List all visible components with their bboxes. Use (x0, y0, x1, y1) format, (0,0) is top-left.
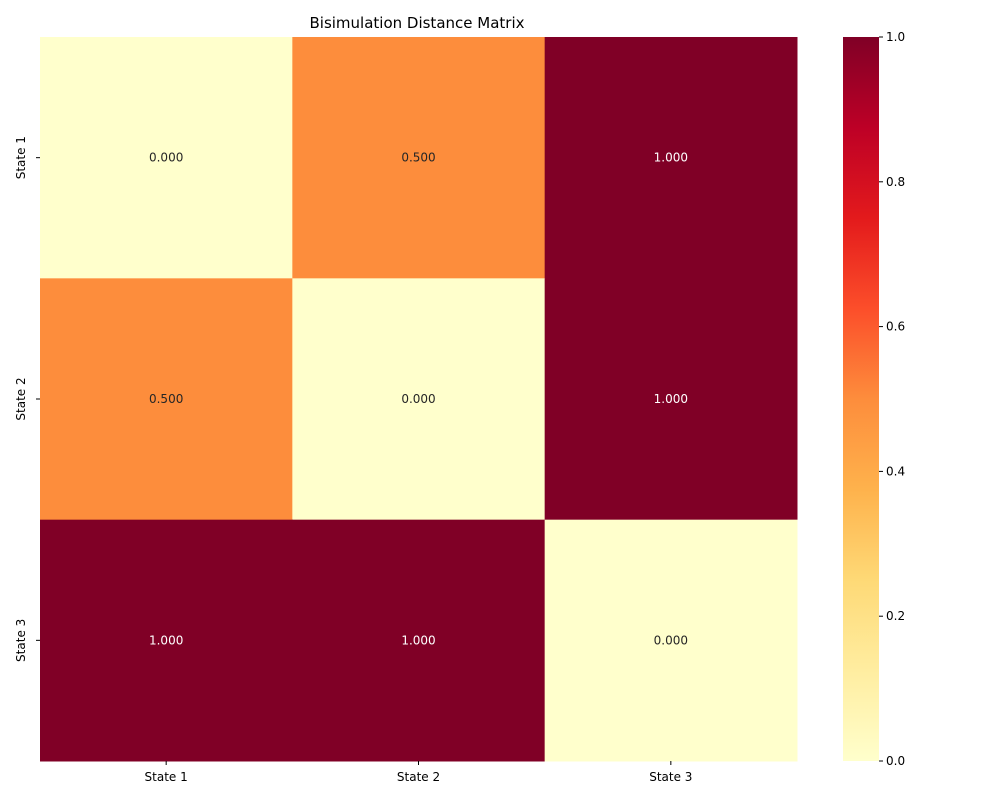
colorbar-tick-label: 1.0 (886, 30, 905, 44)
heatmap-cell (40, 278, 293, 521)
cell-value-label: 1.000 (654, 151, 688, 165)
cell-value-label: 0.000 (149, 151, 183, 165)
cell-value-label: 1.000 (654, 392, 688, 406)
colorbar-tick-label: 0.8 (886, 175, 905, 189)
heatmap-cell (544, 519, 798, 762)
cell-value-label: 1.000 (149, 633, 183, 647)
heatmap-cell (544, 278, 798, 521)
colorbar (843, 37, 879, 761)
x-tick-label: State 1 (145, 770, 188, 784)
chart-title: Bisimulation Distance Matrix (309, 14, 524, 32)
y-tick-label: State 2 (14, 377, 28, 420)
cell-value-label: 0.000 (401, 392, 435, 406)
y-tick-label: State 3 (14, 619, 28, 662)
heatmap-cell (40, 519, 293, 762)
x-tick-label: State 2 (397, 770, 440, 784)
x-tick-label: State 3 (649, 770, 692, 784)
heatmap-cells: 0.000 0.500 1.000 0.500 0.000 1.000 1.000 1.000… (40, 37, 798, 762)
heatmap-cell (292, 519, 546, 762)
cell-value-label: 0.500 (149, 392, 183, 406)
colorbar-tick-label: 0.0 (886, 754, 905, 768)
colorbar-tick-label: 0.2 (886, 609, 905, 623)
cell-value-label: 0.500 (401, 151, 435, 165)
heatmap-cell (292, 278, 546, 521)
cell-value-label: 1.000 (401, 633, 435, 647)
heatmap-cell (544, 37, 798, 279)
x-axis: State 1 State 2 State 3 (145, 761, 692, 784)
heatmap-cell (40, 37, 293, 279)
colorbar-axis: 0.0 0.2 0.4 0.6 0.8 1.0 (879, 30, 905, 768)
cell-value-label: 0.000 (654, 633, 688, 647)
y-axis: State 1 State 2 State 3 (14, 136, 40, 662)
colorbar-tick-label: 0.4 (886, 464, 905, 478)
colorbar-tick-label: 0.6 (886, 320, 905, 334)
y-tick-label: State 1 (14, 136, 28, 179)
heatmap-cell (292, 37, 546, 279)
